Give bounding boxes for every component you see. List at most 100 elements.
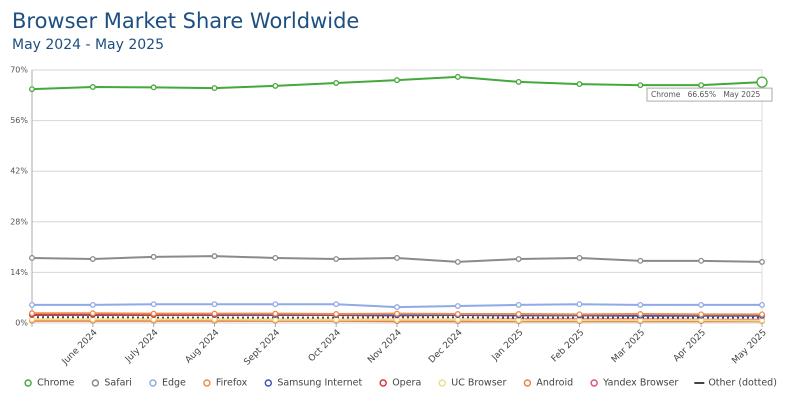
data-point bbox=[30, 311, 35, 316]
data-point bbox=[91, 257, 96, 262]
data-point bbox=[212, 86, 217, 91]
y-tick-label: 70% bbox=[10, 66, 28, 75]
data-point bbox=[395, 256, 400, 261]
legend-label: Safari bbox=[104, 378, 132, 389]
data-point bbox=[91, 303, 96, 308]
legend-marker bbox=[439, 380, 445, 386]
data-point bbox=[151, 311, 156, 316]
data-point bbox=[395, 78, 400, 83]
data-point bbox=[760, 303, 765, 308]
data-point bbox=[395, 311, 400, 316]
x-tick-label: Jan 2025 bbox=[490, 328, 526, 364]
data-point bbox=[760, 312, 765, 317]
data-point bbox=[334, 312, 339, 317]
data-point bbox=[456, 75, 461, 80]
legend-marker bbox=[204, 380, 210, 386]
data-point bbox=[334, 257, 339, 262]
legend-label: Firefox bbox=[216, 378, 248, 389]
x-tick-label: Nov 2024 bbox=[366, 328, 404, 366]
data-point bbox=[456, 304, 461, 309]
legend-label: Chrome bbox=[37, 378, 74, 389]
legend-marker bbox=[25, 380, 31, 386]
data-point bbox=[212, 302, 217, 307]
legend-label: Other (dotted) bbox=[708, 378, 777, 389]
legend-item: Safari bbox=[92, 378, 132, 389]
data-point bbox=[699, 259, 704, 264]
data-point bbox=[757, 77, 767, 87]
data-point bbox=[334, 302, 339, 307]
legend-marker bbox=[591, 380, 597, 386]
legend-marker bbox=[380, 380, 386, 386]
x-tick-label: Mar 2025 bbox=[610, 328, 647, 365]
legend-label: Opera bbox=[392, 378, 421, 389]
legend-item: Android bbox=[524, 378, 573, 389]
y-tick-label: 28% bbox=[10, 217, 28, 226]
x-tick-label: Apr 2025 bbox=[672, 328, 708, 364]
data-point bbox=[212, 311, 217, 316]
data-point bbox=[577, 318, 582, 323]
x-tick-label: Aug 2024 bbox=[184, 328, 222, 366]
legend-label: UC Browser bbox=[451, 378, 506, 389]
data-point bbox=[456, 260, 461, 265]
chart-subtitle: May 2024 - May 2025 bbox=[12, 37, 164, 53]
data-point bbox=[151, 85, 156, 90]
data-point bbox=[91, 311, 96, 316]
legend-marker bbox=[150, 380, 156, 386]
data-point bbox=[638, 303, 643, 308]
x-tick-label: Feb 2025 bbox=[550, 328, 587, 365]
data-point bbox=[516, 80, 521, 85]
x-tick-label: Sept 2024 bbox=[242, 328, 282, 368]
legend-marker bbox=[92, 380, 98, 386]
data-point bbox=[638, 259, 643, 264]
legend-label: Android bbox=[536, 378, 573, 389]
data-point bbox=[91, 85, 96, 90]
legend-item: UC Browser bbox=[439, 378, 506, 389]
legend-label: Samsung Internet bbox=[277, 378, 362, 389]
x-tick-label: June 2024 bbox=[60, 328, 100, 368]
data-point bbox=[577, 256, 582, 261]
y-tick-label: 56% bbox=[10, 116, 28, 125]
x-tick-label: July 2024 bbox=[123, 328, 161, 366]
legend-item: Edge bbox=[150, 378, 186, 389]
data-point bbox=[577, 312, 582, 317]
data-point bbox=[516, 303, 521, 308]
data-point bbox=[334, 81, 339, 86]
data-point bbox=[30, 256, 35, 261]
data-point bbox=[273, 256, 278, 261]
data-point bbox=[516, 318, 521, 323]
legend-item: Firefox bbox=[204, 378, 248, 389]
tooltip-text: Chrome 66.65% May 2025 bbox=[651, 90, 761, 99]
data-point bbox=[577, 82, 582, 87]
data-point bbox=[577, 302, 582, 307]
data-point bbox=[456, 317, 461, 322]
legend-item: Opera bbox=[380, 378, 421, 389]
data-point bbox=[699, 312, 704, 317]
plot-frame bbox=[32, 70, 762, 323]
data-point bbox=[30, 87, 35, 92]
data-point bbox=[151, 255, 156, 260]
data-point bbox=[516, 312, 521, 317]
data-point bbox=[30, 303, 35, 308]
data-point bbox=[212, 254, 217, 259]
chart-title: Browser Market Share Worldwide bbox=[12, 9, 359, 33]
data-point bbox=[334, 317, 339, 322]
data-point bbox=[273, 311, 278, 316]
legend-item: Samsung Internet bbox=[265, 378, 362, 389]
data-point bbox=[273, 317, 278, 322]
data-point bbox=[456, 312, 461, 317]
legend-item: Other (dotted) bbox=[694, 378, 777, 389]
data-point bbox=[699, 303, 704, 308]
data-point bbox=[273, 302, 278, 307]
legend-item: Chrome bbox=[25, 378, 74, 389]
data-point bbox=[760, 260, 765, 265]
legend-label: Edge bbox=[162, 378, 186, 389]
x-tick-label: Oct 2024 bbox=[307, 328, 343, 364]
legend-marker bbox=[524, 380, 530, 386]
legend-label: Yandex Browser bbox=[602, 378, 678, 389]
y-tick-label: 0% bbox=[15, 319, 28, 328]
legend-item: Yandex Browser bbox=[591, 378, 678, 389]
y-tick-label: 14% bbox=[10, 268, 28, 277]
data-point bbox=[638, 312, 643, 317]
data-point bbox=[273, 84, 278, 89]
